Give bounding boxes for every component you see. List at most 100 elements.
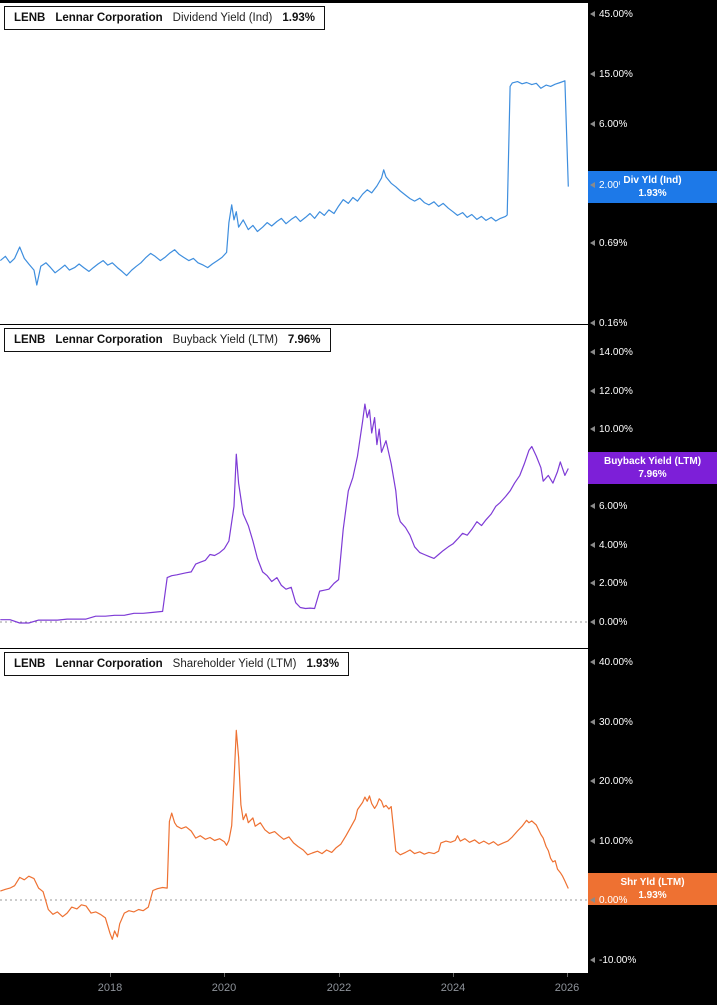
shareholder-yield-line-chart[interactable] bbox=[0, 649, 588, 973]
tick-caret-icon bbox=[590, 838, 595, 844]
tick-text: -10.00% bbox=[599, 954, 637, 966]
tick-caret-icon bbox=[590, 719, 595, 725]
chart-header-buyback-yield: LENB Lennar Corporation Buyback Yield (L… bbox=[4, 328, 331, 352]
yield-series-line bbox=[0, 403, 569, 624]
metric-name: Buyback Yield (LTM) bbox=[172, 334, 278, 346]
tick-caret-icon bbox=[590, 121, 595, 127]
tick-text: 20.00% bbox=[599, 775, 633, 787]
badge-metric-label: Shr Yld (LTM) bbox=[620, 877, 685, 888]
tick-caret-icon bbox=[590, 426, 595, 432]
tick-text: 0.69% bbox=[599, 237, 628, 249]
company-name: Lennar Corporation bbox=[55, 658, 163, 670]
tick-caret-icon bbox=[590, 11, 595, 17]
chart-panel-shareholder-yield: LENB Lennar Corporation Shareholder Yiel… bbox=[0, 649, 588, 973]
x-axis-year-label: 2020 bbox=[211, 982, 237, 994]
tick-text: 45.00% bbox=[599, 8, 633, 20]
x-axis-year-label: 2018 bbox=[97, 982, 123, 994]
badge-value: 7.96% bbox=[638, 469, 667, 480]
y-axis-tick-label: 4.00% bbox=[590, 538, 627, 552]
y-axis-panel: 45.00% 15.00% 6.00% 2.00% 0.69% 0.16% Div Yld … bbox=[588, 0, 717, 973]
ticker-symbol: LENB bbox=[14, 12, 46, 24]
y-axis-tick-label: 40.00% bbox=[590, 655, 633, 669]
y-axis-tick-label: 30.00% bbox=[590, 715, 633, 729]
metric-name: Dividend Yield (Ind) bbox=[172, 12, 273, 24]
metric-value: 1.93% bbox=[306, 658, 340, 670]
x-axis-tick bbox=[339, 973, 340, 977]
chart-panel-buyback-yield: LENB Lennar Corporation Buyback Yield (L… bbox=[0, 325, 588, 648]
y-axis-tick-label: 15.00% bbox=[590, 67, 633, 81]
tick-text: 0.16% bbox=[599, 317, 628, 329]
badge-value: 1.93% bbox=[638, 188, 667, 199]
tick-text: 4.00% bbox=[599, 539, 628, 551]
tick-text: 15.00% bbox=[599, 68, 633, 80]
last-value-badge: Div Yld (Ind) 1.93% bbox=[588, 171, 717, 203]
tick-caret-icon bbox=[590, 71, 595, 77]
y-axis-tick-label: 6.00% bbox=[590, 499, 627, 513]
y-axis-tick-label: 14.00% bbox=[590, 345, 633, 359]
chart-header-shareholder-yield: LENB Lennar Corporation Shareholder Yiel… bbox=[4, 652, 350, 676]
tick-caret-icon bbox=[590, 503, 595, 509]
buyback-yield-line-chart[interactable] bbox=[0, 325, 588, 648]
last-value-badge: Buyback Yield (LTM) 7.96% bbox=[588, 452, 717, 484]
chart-panel-dividend-yield: LENB Lennar Corporation Dividend Yield (… bbox=[0, 3, 588, 324]
y-axis-tick-label: 12.00% bbox=[590, 384, 633, 398]
metric-value: 7.96% bbox=[287, 334, 321, 346]
tick-text: 10.00% bbox=[599, 835, 633, 847]
company-name: Lennar Corporation bbox=[55, 334, 163, 346]
tick-caret-icon bbox=[590, 542, 595, 548]
tick-caret-icon bbox=[590, 320, 595, 326]
y-axis-tick-label: 20.00% bbox=[590, 774, 633, 788]
x-axis-tick bbox=[567, 973, 568, 977]
tick-text: 2.00% bbox=[599, 179, 620, 191]
x-axis-tick bbox=[453, 973, 454, 977]
tick-caret-icon bbox=[590, 778, 595, 784]
y-axis-tick-label: 2.00% bbox=[590, 576, 627, 590]
y-axis-tick-label: 0.00% bbox=[590, 893, 627, 907]
y-axis-tick-label: 45.00% bbox=[590, 7, 633, 21]
x-axis-year-label: 2024 bbox=[440, 982, 466, 994]
x-axis-tick bbox=[224, 973, 225, 977]
y-axis-tick-label: 10.00% bbox=[590, 834, 633, 848]
tick-text: 6.00% bbox=[599, 500, 628, 512]
y-axis-tick-label: 2.00% bbox=[590, 178, 620, 192]
tick-text: 30.00% bbox=[599, 716, 633, 728]
tick-caret-icon bbox=[590, 240, 595, 246]
x-axis-tick bbox=[110, 973, 111, 977]
y-axis-tick-label: 0.00% bbox=[590, 615, 627, 629]
ticker-symbol: LENB bbox=[14, 658, 46, 670]
tick-caret-icon bbox=[590, 388, 595, 394]
tick-text: 2.00% bbox=[599, 577, 628, 589]
yield-series-line bbox=[0, 729, 569, 940]
tick-caret-icon bbox=[590, 619, 595, 625]
tick-text: 10.00% bbox=[599, 423, 633, 435]
x-axis: 2018 2020 2022 2024 2026 bbox=[0, 973, 717, 1005]
tick-text: 0.00% bbox=[599, 616, 628, 628]
ticker-symbol: LENB bbox=[14, 334, 46, 346]
tick-caret-icon bbox=[590, 659, 595, 665]
x-axis-year-label: 2022 bbox=[326, 982, 352, 994]
tick-text: 6.00% bbox=[599, 118, 628, 130]
tick-caret-icon bbox=[590, 897, 595, 903]
tick-text: 40.00% bbox=[599, 656, 633, 668]
yield-series-line bbox=[0, 80, 569, 286]
tick-text: 0.00% bbox=[599, 894, 628, 906]
chart-header-dividend-yield: LENB Lennar Corporation Dividend Yield (… bbox=[4, 6, 325, 30]
y-axis-tick-label: 0.16% bbox=[590, 316, 627, 330]
metric-name: Shareholder Yield (LTM) bbox=[172, 658, 297, 670]
badge-metric-label: Buyback Yield (LTM) bbox=[603, 456, 702, 467]
tick-caret-icon bbox=[590, 580, 595, 586]
company-name: Lennar Corporation bbox=[55, 12, 163, 24]
x-axis-year-label: 2026 bbox=[554, 982, 580, 994]
badge-metric-label: Div Yld (Ind) bbox=[623, 175, 682, 186]
y-axis-tick-label: 6.00% bbox=[590, 117, 627, 131]
badge-value: 1.93% bbox=[638, 890, 667, 901]
y-axis-tick-label: 0.69% bbox=[590, 236, 627, 250]
y-axis-tick-label: 10.00% bbox=[590, 422, 633, 436]
metric-value: 1.93% bbox=[282, 12, 315, 24]
tick-text: 12.00% bbox=[599, 385, 633, 397]
y-axis-tick-label: -10.00% bbox=[590, 953, 636, 967]
dividend-yield-line-chart[interactable] bbox=[0, 3, 588, 324]
last-value-badge: Shr Yld (LTM) 1.93% bbox=[588, 873, 717, 905]
tick-text: 14.00% bbox=[599, 346, 633, 358]
